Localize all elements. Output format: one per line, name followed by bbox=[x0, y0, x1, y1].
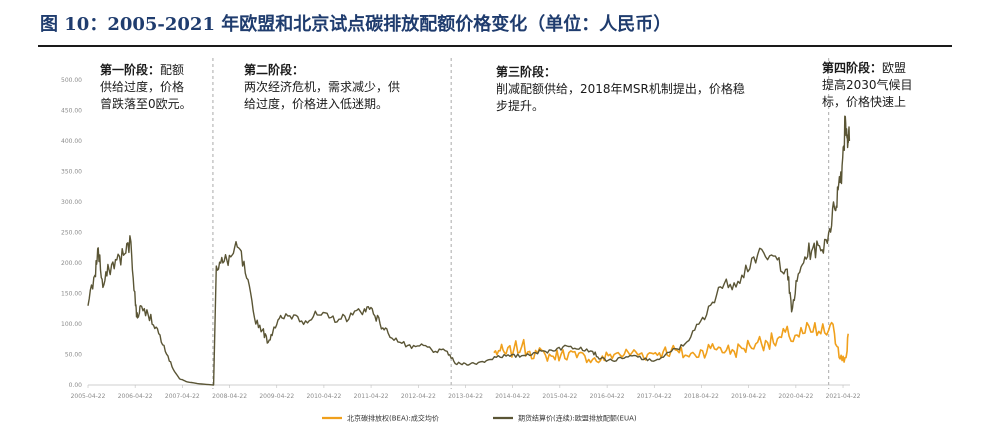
phase-2-text: 给过度，价格进入低迷期。 bbox=[244, 96, 388, 111]
y-tick-label: 250.00 bbox=[61, 230, 82, 237]
phase-1-annotation: 第一阶段：配额 bbox=[100, 62, 184, 77]
y-tick-label: 0.00 bbox=[69, 382, 83, 389]
axes: 0.00 50.00 100.00 150.00 200.00 250.00 300.00 3… bbox=[61, 77, 861, 400]
title-divider bbox=[38, 45, 952, 47]
chart-title: 图 10：2005-2021 年欧盟和北京试点碳排放配额价格变化（单位：人民币） bbox=[40, 14, 672, 35]
x-tick-label: 2011-04-22 bbox=[354, 393, 389, 400]
y-tick-label: 300.00 bbox=[61, 199, 82, 206]
series-line-beijing bbox=[493, 321, 849, 364]
phase-2-heading: 第二阶段： bbox=[244, 62, 304, 77]
y-tick-label: 450.00 bbox=[61, 108, 82, 115]
phase-3-text: 削减配额供给，2018年MSR机制提出，价格稳 bbox=[496, 81, 745, 96]
legend: 北京碳排放权(BEA):成交均价 期货结算价(连续):欧盟排放配额(EUA) bbox=[322, 414, 637, 423]
x-tick-label: 2019-04-22 bbox=[731, 393, 766, 400]
phase-4-text: 提高2030气候目 bbox=[822, 77, 913, 92]
x-tick-label: 2010-04-22 bbox=[306, 393, 341, 400]
phase-1-text: 曾跌落至0欧元。 bbox=[100, 96, 192, 111]
phase-annotations: 第一阶段：配额供给过度，价格曾跌落至0欧元。第二阶段：两次经济危机，需求减少，供… bbox=[100, 60, 913, 113]
y-tick-label: 200.00 bbox=[61, 260, 82, 267]
x-tick-label: 2014-04-22 bbox=[495, 393, 530, 400]
phase-3-text: 步提升。 bbox=[496, 98, 544, 113]
x-tick-label: 2005-04-22 bbox=[71, 393, 106, 400]
x-tick-label: 2008-04-22 bbox=[212, 393, 247, 400]
series-line-eua bbox=[87, 115, 851, 386]
y-tick-label: 500.00 bbox=[61, 77, 82, 84]
series-lines bbox=[87, 115, 851, 386]
phase-4-heading: 第四阶段： bbox=[822, 60, 882, 75]
phase-4-text: 标，价格快速上 bbox=[822, 94, 906, 109]
y-tick-label: 150.00 bbox=[61, 291, 82, 298]
phase-3-heading: 第三阶段： bbox=[496, 64, 556, 79]
phase-1-text: 供给过度，价格 bbox=[100, 79, 184, 94]
x-tick-label: 2009-04-22 bbox=[259, 393, 294, 400]
legend-item-eua-label: 期货结算价(连续):欧盟排放配额(EUA) bbox=[518, 414, 637, 423]
phase-4-text: 欧盟 bbox=[882, 61, 906, 75]
x-tick-label: 2012-04-22 bbox=[401, 393, 436, 400]
phase-1-heading: 第一阶段： bbox=[100, 62, 160, 77]
phase-2-text: 两次经济危机，需求减少，供 bbox=[244, 79, 400, 94]
phase-dividers bbox=[212, 58, 830, 389]
legend-item-beijing-label: 北京碳排放权(BEA):成交均价 bbox=[347, 414, 439, 423]
x-tick-label: 2018-04-22 bbox=[684, 393, 719, 400]
x-tick-label: 2017-04-22 bbox=[637, 393, 672, 400]
x-tick-label: 2016-04-22 bbox=[590, 393, 625, 400]
x-tick-label: 2021-04-22 bbox=[826, 393, 861, 400]
y-tick-label: 100.00 bbox=[61, 321, 82, 328]
x-tick-label: 2015-04-22 bbox=[542, 393, 577, 400]
phase-4-annotation: 第四阶段：欧盟 bbox=[822, 60, 906, 75]
y-tick-label: 50.00 bbox=[65, 352, 82, 359]
phase-3-annotation: 第三阶段： bbox=[496, 64, 556, 79]
x-tick-label: 2020-04-22 bbox=[778, 393, 813, 400]
x-tick-label: 2006-04-22 bbox=[118, 393, 153, 400]
y-tick-label: 350.00 bbox=[61, 169, 82, 176]
y-tick-label: 400.00 bbox=[61, 138, 82, 145]
phase-2-annotation: 第二阶段： bbox=[244, 62, 304, 77]
phase-1-text: 配额 bbox=[160, 63, 184, 77]
x-tick-label: 2007-04-22 bbox=[165, 393, 200, 400]
x-tick-label: 2013-04-22 bbox=[448, 393, 483, 400]
